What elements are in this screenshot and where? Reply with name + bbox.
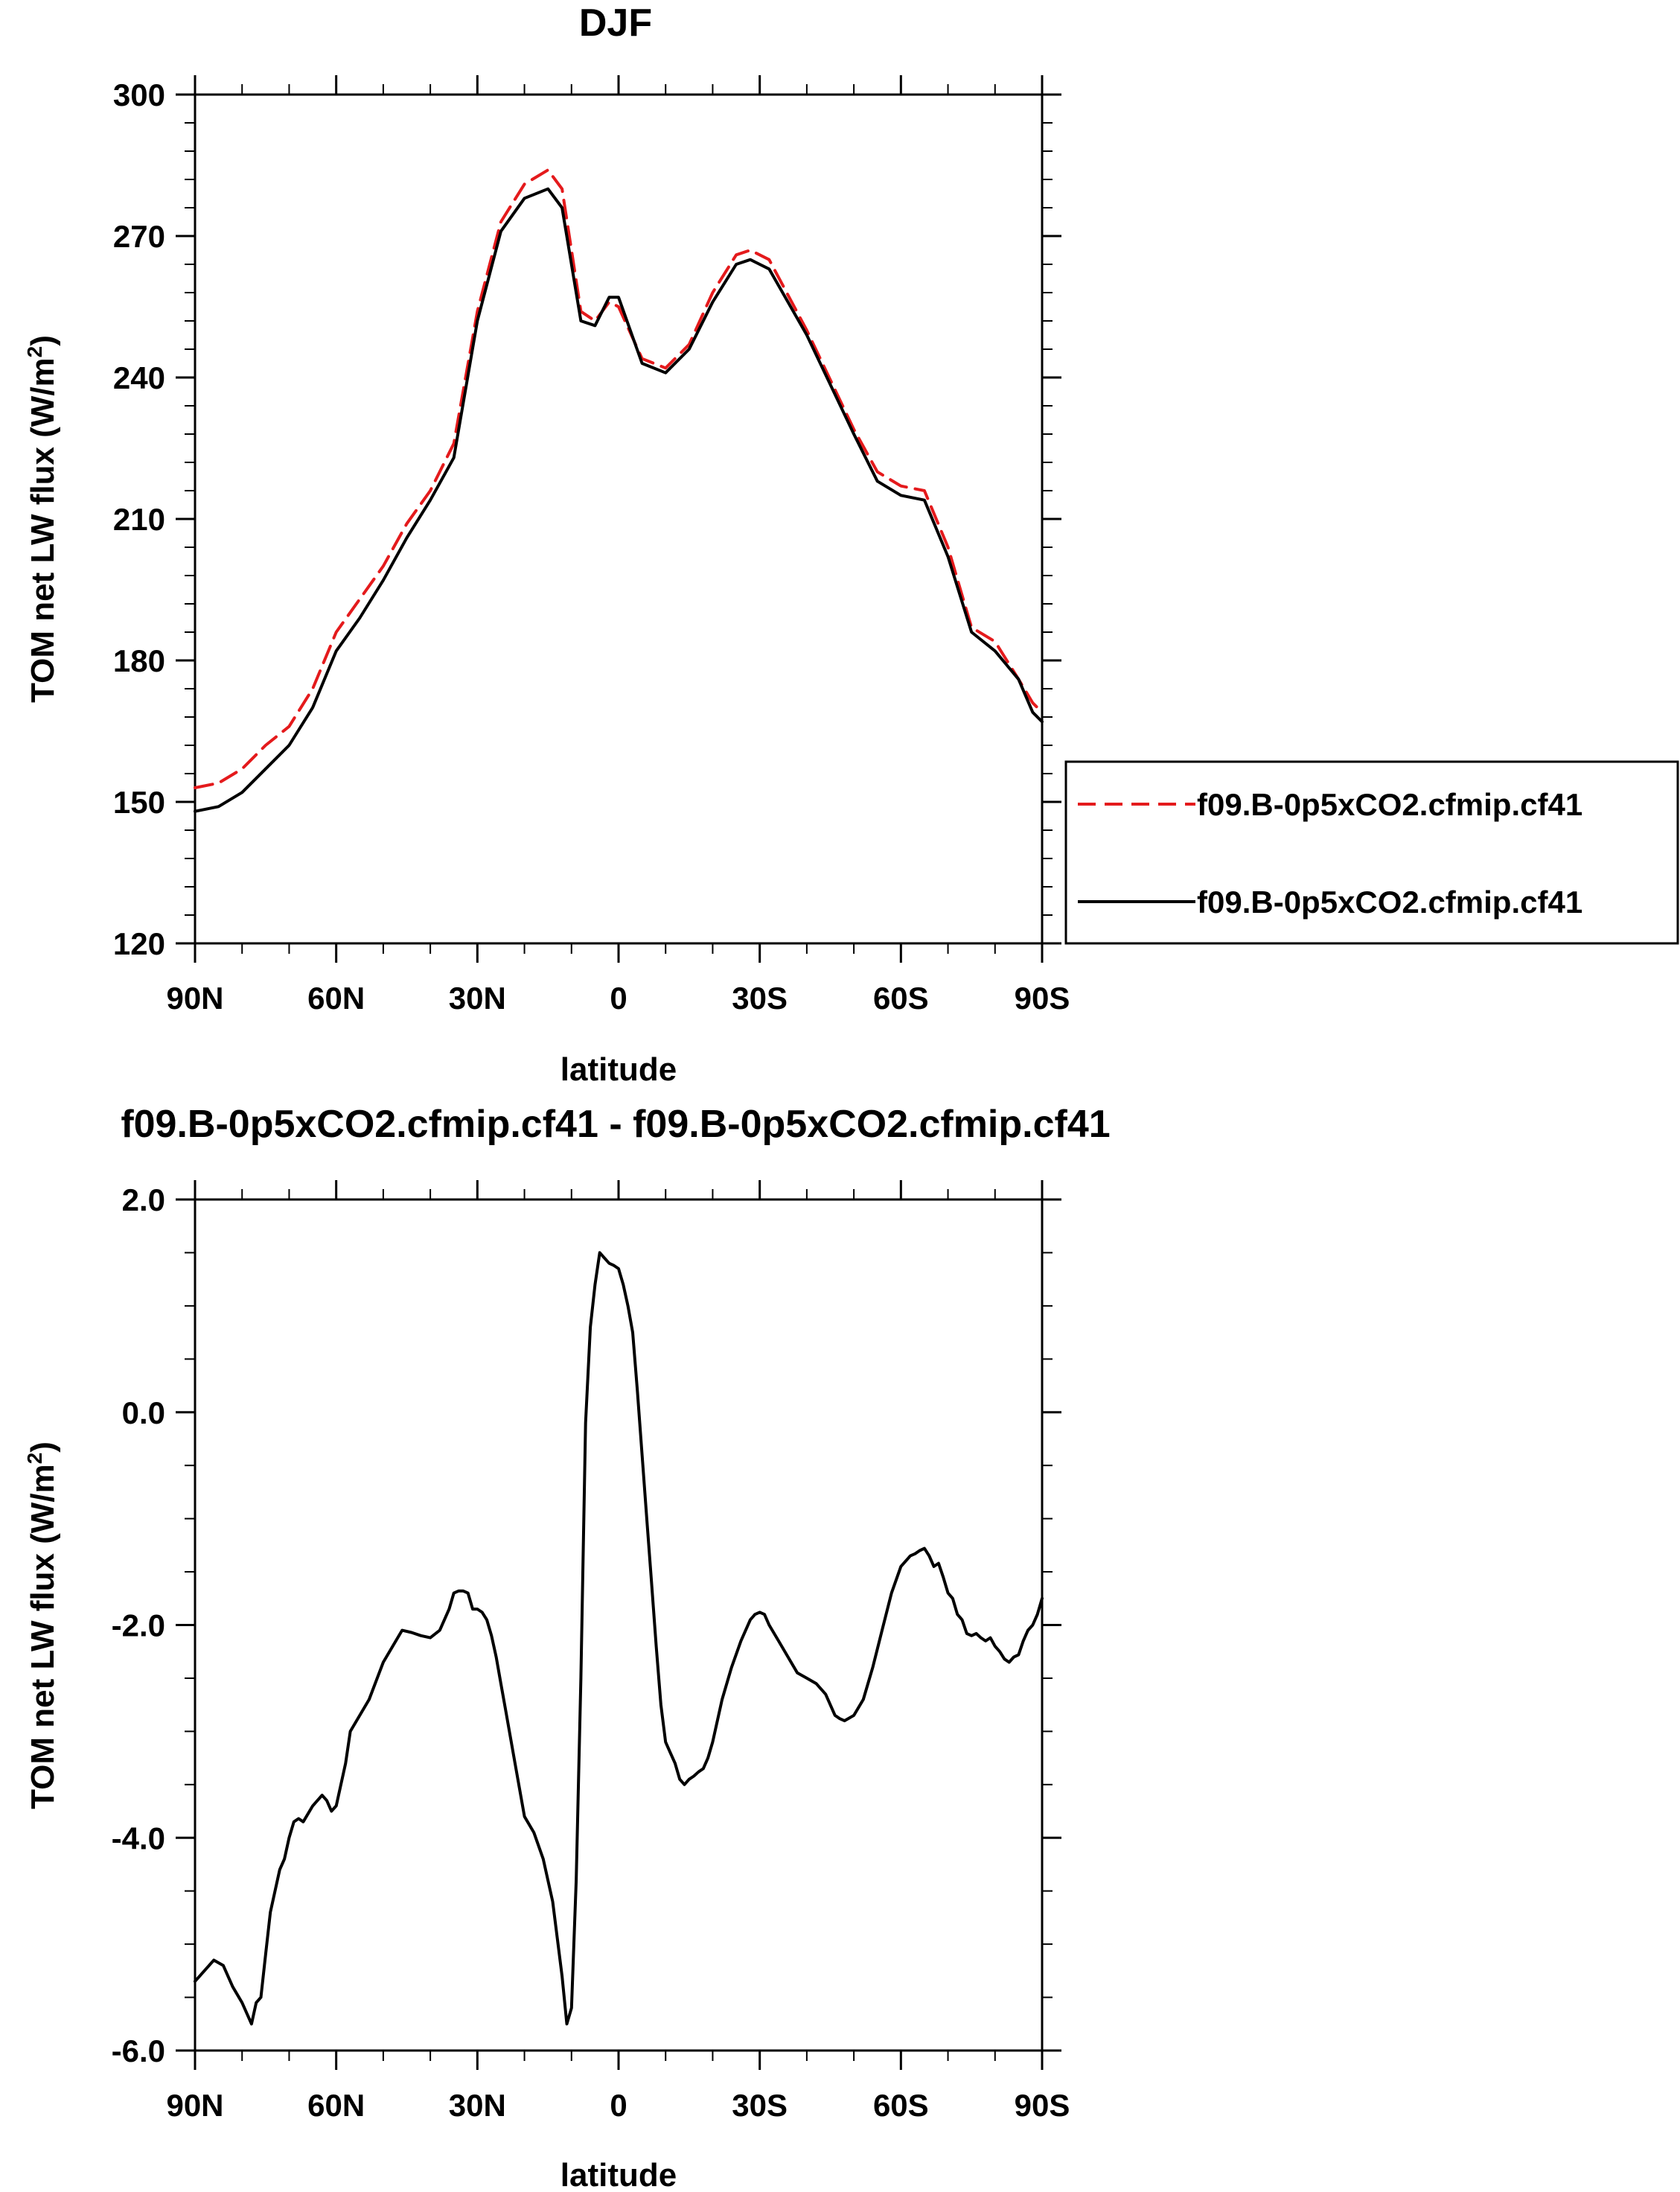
bottom-x-tick-label: 60S: [873, 2088, 929, 2123]
bottom-y-tick-label: -2.0: [112, 1608, 165, 1643]
top-series-line-0: [194, 168, 1044, 789]
bottom-x-axis-label: latitude: [560, 2157, 677, 2192]
top-y-tick-label: 180: [113, 643, 165, 678]
top-x-tick-label: 30S: [732, 981, 788, 1016]
bottom-series-line-0: [194, 1251, 1044, 2026]
bottom-y-axis-label: TOM net LW flux (W/m2): [23, 1441, 61, 1809]
bottom-x-axis: 90N 60N 30N 0 30S 60S 90S: [166, 1180, 1070, 2123]
top-x-axis-label: latitude: [560, 1051, 677, 1088]
top-x-tick-label: 0: [610, 981, 627, 1016]
top-series-group: [194, 168, 1044, 813]
top-series-line-1: [194, 187, 1044, 813]
bottom-series-group: [194, 1251, 1044, 2026]
top-plot-frame: [194, 93, 1044, 945]
bottom-x-tick-label: 30N: [449, 2088, 506, 2123]
bottom-x-tick-label: 0: [610, 2088, 627, 2123]
top-x-tick-label: 90N: [166, 981, 223, 1016]
bottom-y-label-main: TOM net LW flux (W/m: [25, 1464, 61, 1809]
top-y-label-main: TOM net LW flux (W/m: [25, 357, 61, 703]
bottom-x-tick-label: 90N: [166, 2088, 223, 2123]
bottom-y-axis: -6.0 -4.0 -2.0 0.0 2.0: [112, 1182, 1061, 2068]
bottom-plot-frame: [194, 1198, 1044, 2052]
legend-label-black: f09.B-0p5xCO2.cfmip.cf41: [1197, 885, 1582, 920]
bottom-y-tick-label: -6.0: [112, 2033, 165, 2068]
top-y-axis-label: TOM net LW flux (W/m2): [23, 335, 61, 703]
bottom-x-tick-label: 60N: [307, 2088, 365, 2123]
bottom-panel: f09.B-0p5xCO2.cfmip.cf41 - f09.B-0p5xCO2…: [23, 1103, 1111, 2192]
bottom-chart-title: f09.B-0p5xCO2.cfmip.cf41 - f09.B-0p5xCO2…: [121, 1103, 1110, 1146]
bottom-y-label-tail: ): [25, 1441, 61, 1453]
top-y-tick-label: 240: [113, 360, 165, 395]
top-x-tick-label: 30N: [449, 981, 506, 1016]
top-y-axis: 120 150 180 210 240 270 300: [113, 77, 1061, 961]
bottom-y-tick-label: 2.0: [122, 1182, 165, 1217]
top-y-label-sup: 2: [23, 346, 46, 358]
top-chart-title: DJF: [579, 1, 652, 45]
legend-label-red: f09.B-0p5xCO2.cfmip.cf41: [1197, 787, 1582, 822]
top-legend: f09.B-0p5xCO2.cfmip.cf41 f09.B-0p5xCO2.c…: [1064, 760, 1679, 945]
top-y-tick-label: 270: [113, 219, 165, 254]
bottom-x-tick-label: 30S: [732, 2088, 788, 2123]
bottom-y-tick-label: -4.0: [112, 1820, 165, 1855]
top-y-tick-label: 210: [113, 502, 165, 537]
top-y-label-tail: ): [25, 335, 61, 346]
top-x-axis: 90N 60N 30N 0 30S 60S 90S: [166, 75, 1070, 1016]
bottom-x-tick-label: 90S: [1015, 2088, 1070, 2123]
top-panel: DJF 120 150 180 210 240 270 300 90N 60N 30N 0 30S 6…: [23, 1, 1679, 1088]
top-y-tick-label: 120: [113, 926, 165, 961]
legend-box: [1064, 760, 1679, 945]
bottom-y-tick-label: 0.0: [122, 1395, 165, 1430]
bottom-y-label-sup: 2: [23, 1453, 46, 1465]
top-y-tick-label: 300: [113, 77, 165, 112]
top-x-tick-label: 90S: [1015, 981, 1070, 1016]
top-y-tick-label: 150: [113, 785, 165, 820]
top-x-tick-label: 60N: [307, 981, 365, 1016]
top-x-tick-label: 60S: [873, 981, 929, 1016]
